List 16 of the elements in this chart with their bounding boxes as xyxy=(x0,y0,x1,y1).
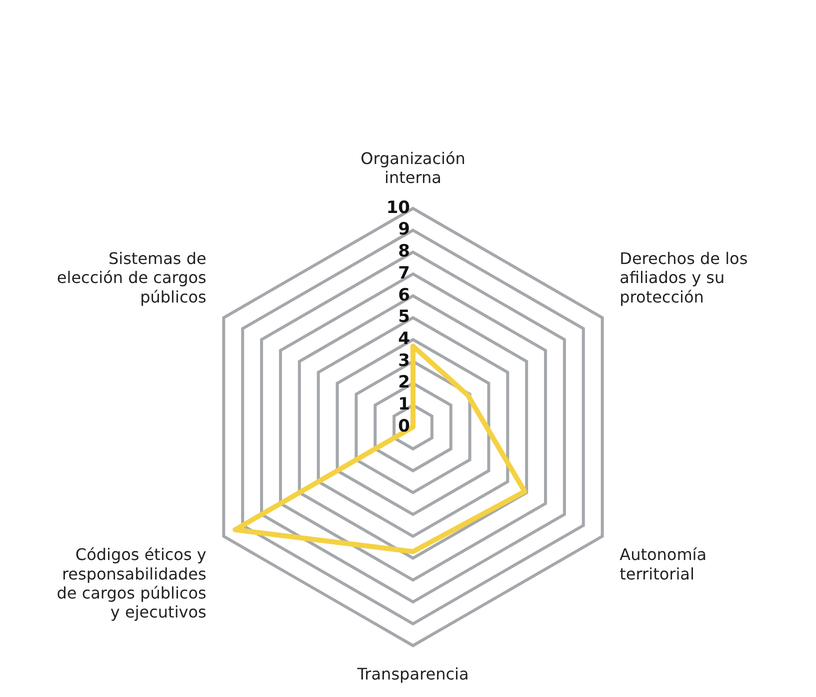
spoke-label: Autonomía territorial xyxy=(620,545,707,584)
spoke-label: Códigos éticos y responsabilidades de cargos públicos y ejecutivos xyxy=(56,545,206,622)
spoke-label: Derechos de los afiliados y su protección xyxy=(620,248,748,306)
spoke-label: Transparencia xyxy=(356,664,469,684)
spoke-label: Organización interna xyxy=(360,148,466,187)
y-tick-label: 2 xyxy=(398,372,410,393)
y-tick-label: 6 xyxy=(398,285,410,306)
y-tick-label: 1 xyxy=(398,394,410,415)
y-tick-label: 9 xyxy=(398,220,410,240)
spoke-label: Sistemas de elección de cargos públicos xyxy=(56,248,206,306)
y-tick-label: 7 xyxy=(398,263,410,284)
y-tick-label: 10 xyxy=(386,198,410,218)
y-tick-label: 5 xyxy=(398,307,410,328)
y-tick-label: 4 xyxy=(398,328,410,349)
y-tick-label: 3 xyxy=(398,350,410,371)
y-tick-label: 8 xyxy=(398,242,410,262)
